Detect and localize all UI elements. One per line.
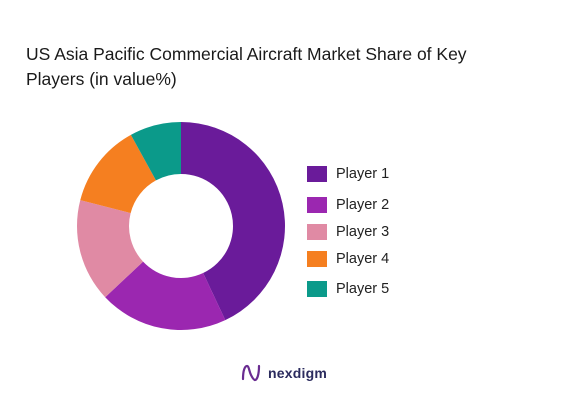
donut-slice-player-5 [130,122,181,181]
legend-item-player-2: Player 2 [307,195,389,215]
legend-item-player-4: Player 4 [307,249,389,269]
donut-slice-player-3 [76,200,144,298]
legend-item-player-3: Player 3 [307,222,389,242]
legend-swatch-player-4 [307,251,327,267]
donut-slice-player-1 [181,122,285,321]
nexdigm-logo: nexdigm [240,362,327,384]
legend-label-player-4: Player 4 [336,251,390,267]
chart-title-line-2: Players (in value%) [26,69,177,89]
chart-title-line-1: US Asia Pacific Commercial Aircraft Mark… [26,44,467,64]
legend-label-player-3: Player 3 [336,224,390,240]
donut-slice-player-4 [80,134,156,214]
logo-text: nexdigm [268,365,327,381]
legend-swatch-player-1 [307,166,327,182]
legend-label-player-1: Player 1 [336,166,390,182]
legend-swatch-player-3 [307,224,327,240]
legend-item-player-5: Player 5 [307,279,389,299]
donut-slice-player-2 [105,261,226,331]
legend-swatch-player-2 [307,197,327,213]
legend-label-player-5: Player 5 [336,281,390,297]
legend-swatch-player-5 [307,281,327,297]
chart-title: US Asia Pacific Commercial Aircraft Mark… [26,42,536,92]
legend-item-player-1: Player 1 [307,164,389,184]
legend-label-player-2: Player 2 [336,197,390,213]
nexdigm-n-logo-icon [241,364,261,382]
